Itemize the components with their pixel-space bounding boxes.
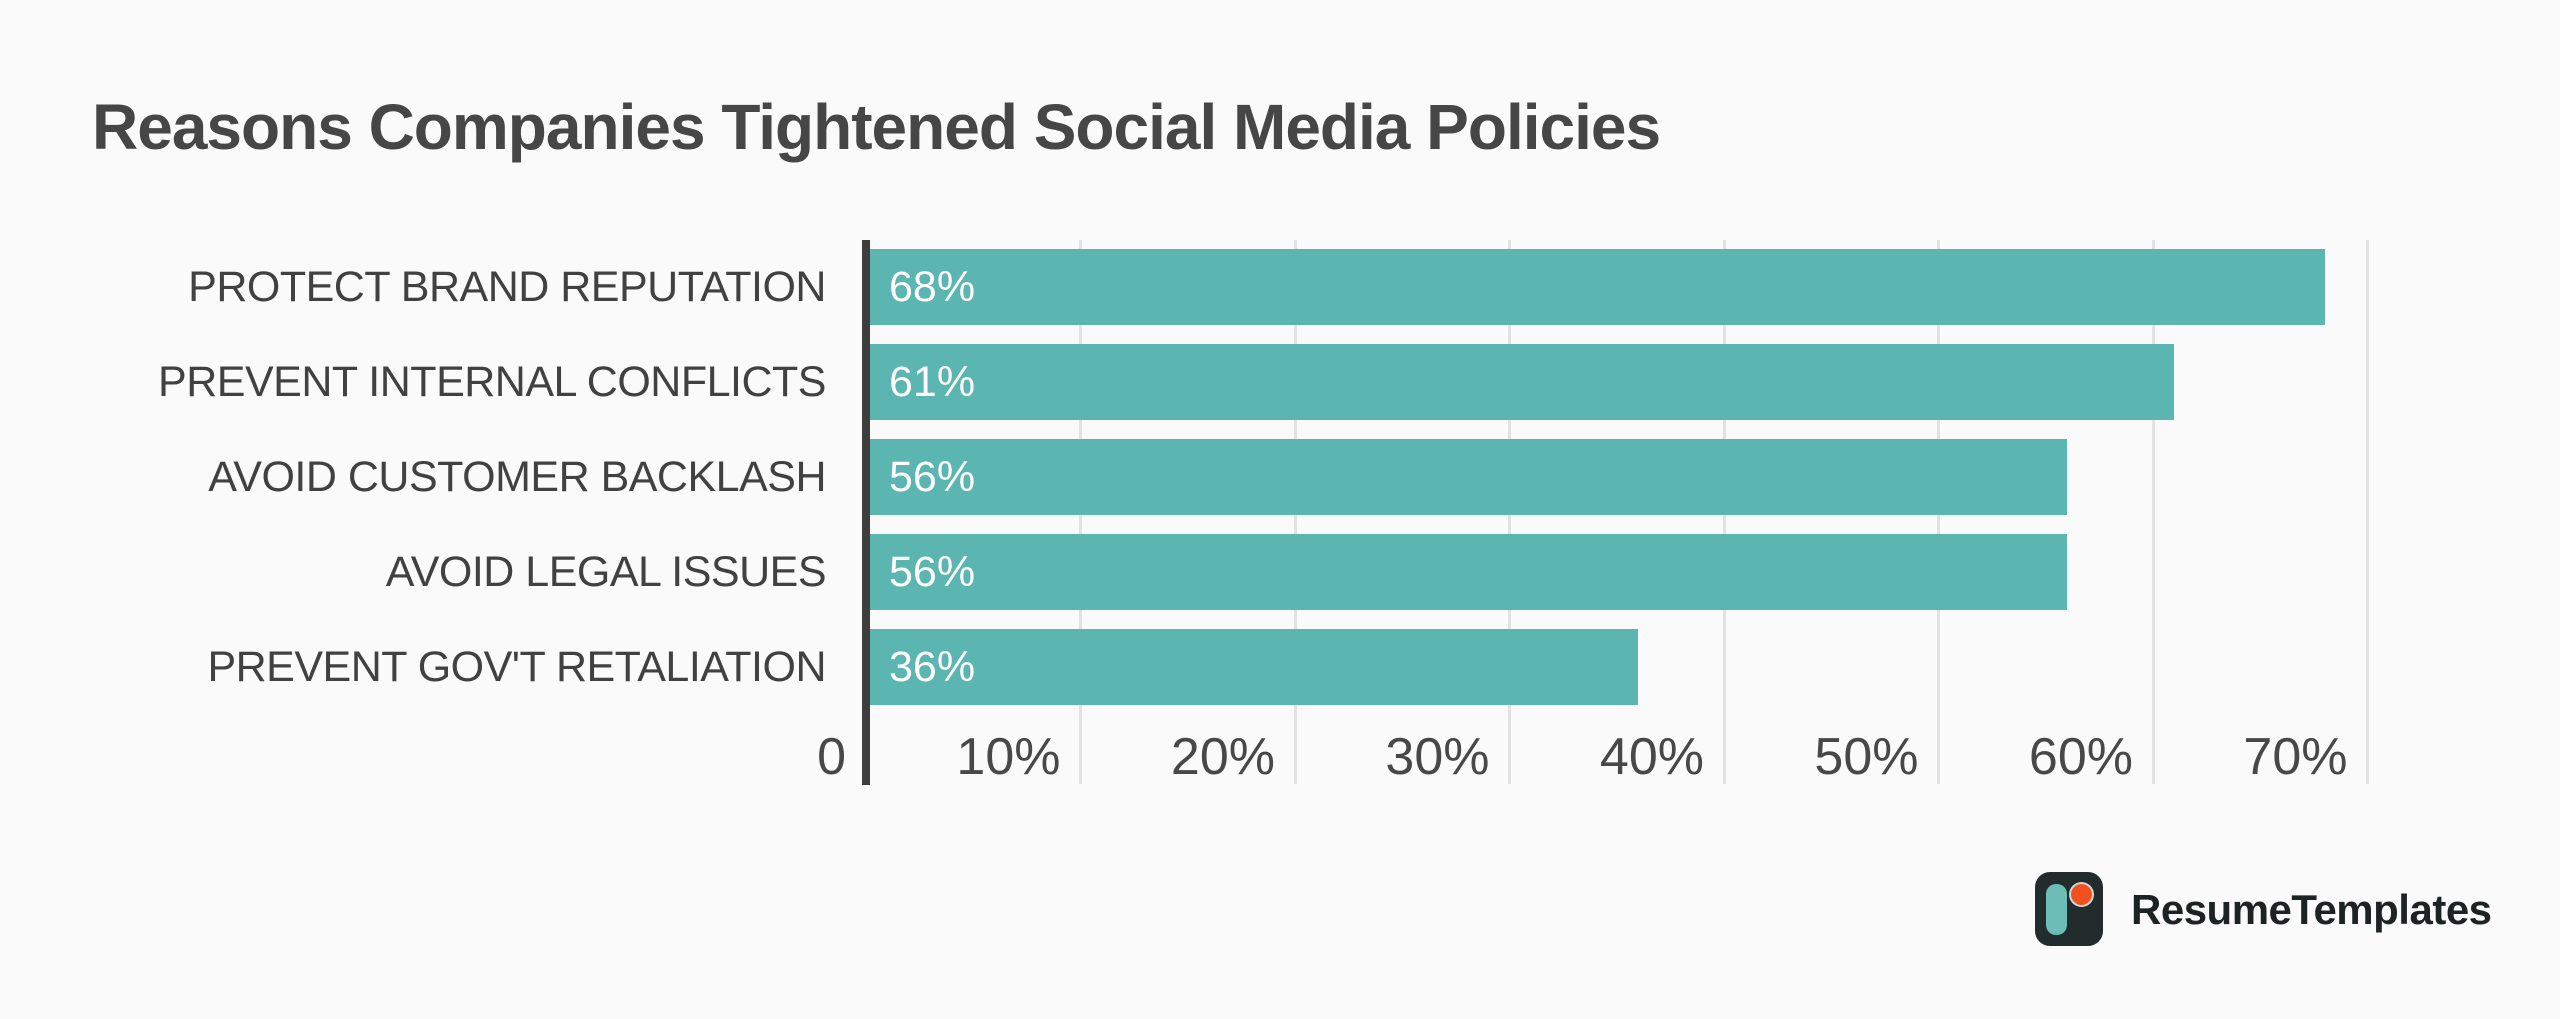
category-label: PREVENT GOV'T RETALIATION [207, 643, 826, 691]
x-tick-label-0: 0 [817, 728, 846, 786]
category-label: AVOID CUSTOMER BACKLASH [208, 453, 826, 501]
bar-value-label: 56% [889, 452, 976, 501]
gridline-70 [2366, 240, 2369, 784]
resumetemplates-logo-icon [2035, 872, 2103, 946]
logo-dot-shape [2071, 884, 2092, 905]
bar: 61% [870, 344, 2175, 420]
category-label: PROTECT BRAND REPUTATION [188, 263, 826, 311]
bar-value-label: 56% [889, 547, 976, 596]
bar: 56% [870, 534, 2068, 610]
bar-value-label: 36% [889, 642, 976, 691]
x-tick-label-50: 50% [1814, 728, 1919, 786]
category-label: AVOID LEGAL ISSUES [385, 548, 827, 596]
x-tick-label-40: 40% [1599, 728, 1704, 786]
bar-value-label: 68% [889, 262, 976, 311]
bar: 68% [870, 249, 2325, 325]
x-tick-label-60: 60% [2028, 728, 2133, 786]
gridline-60 [2151, 240, 2155, 784]
y-axis-line [862, 240, 870, 785]
brand-name: ResumeTemplates [2131, 886, 2492, 933]
x-tick-label-30: 30% [1385, 728, 1490, 786]
chart-title: Reasons Companies Tightened Social Media… [92, 91, 1661, 163]
x-tick-label-20: 20% [1170, 728, 1275, 786]
x-tick-label-70: 70% [2243, 728, 2348, 786]
bar-value-label: 61% [889, 357, 976, 406]
logo-bar-shape [2046, 884, 2067, 935]
x-tick-label-10: 10% [956, 728, 1061, 786]
bar: 36% [870, 629, 1639, 705]
category-label: PREVENT INTERNAL CONFLICTS [158, 358, 826, 406]
bar: 56% [870, 439, 2068, 515]
